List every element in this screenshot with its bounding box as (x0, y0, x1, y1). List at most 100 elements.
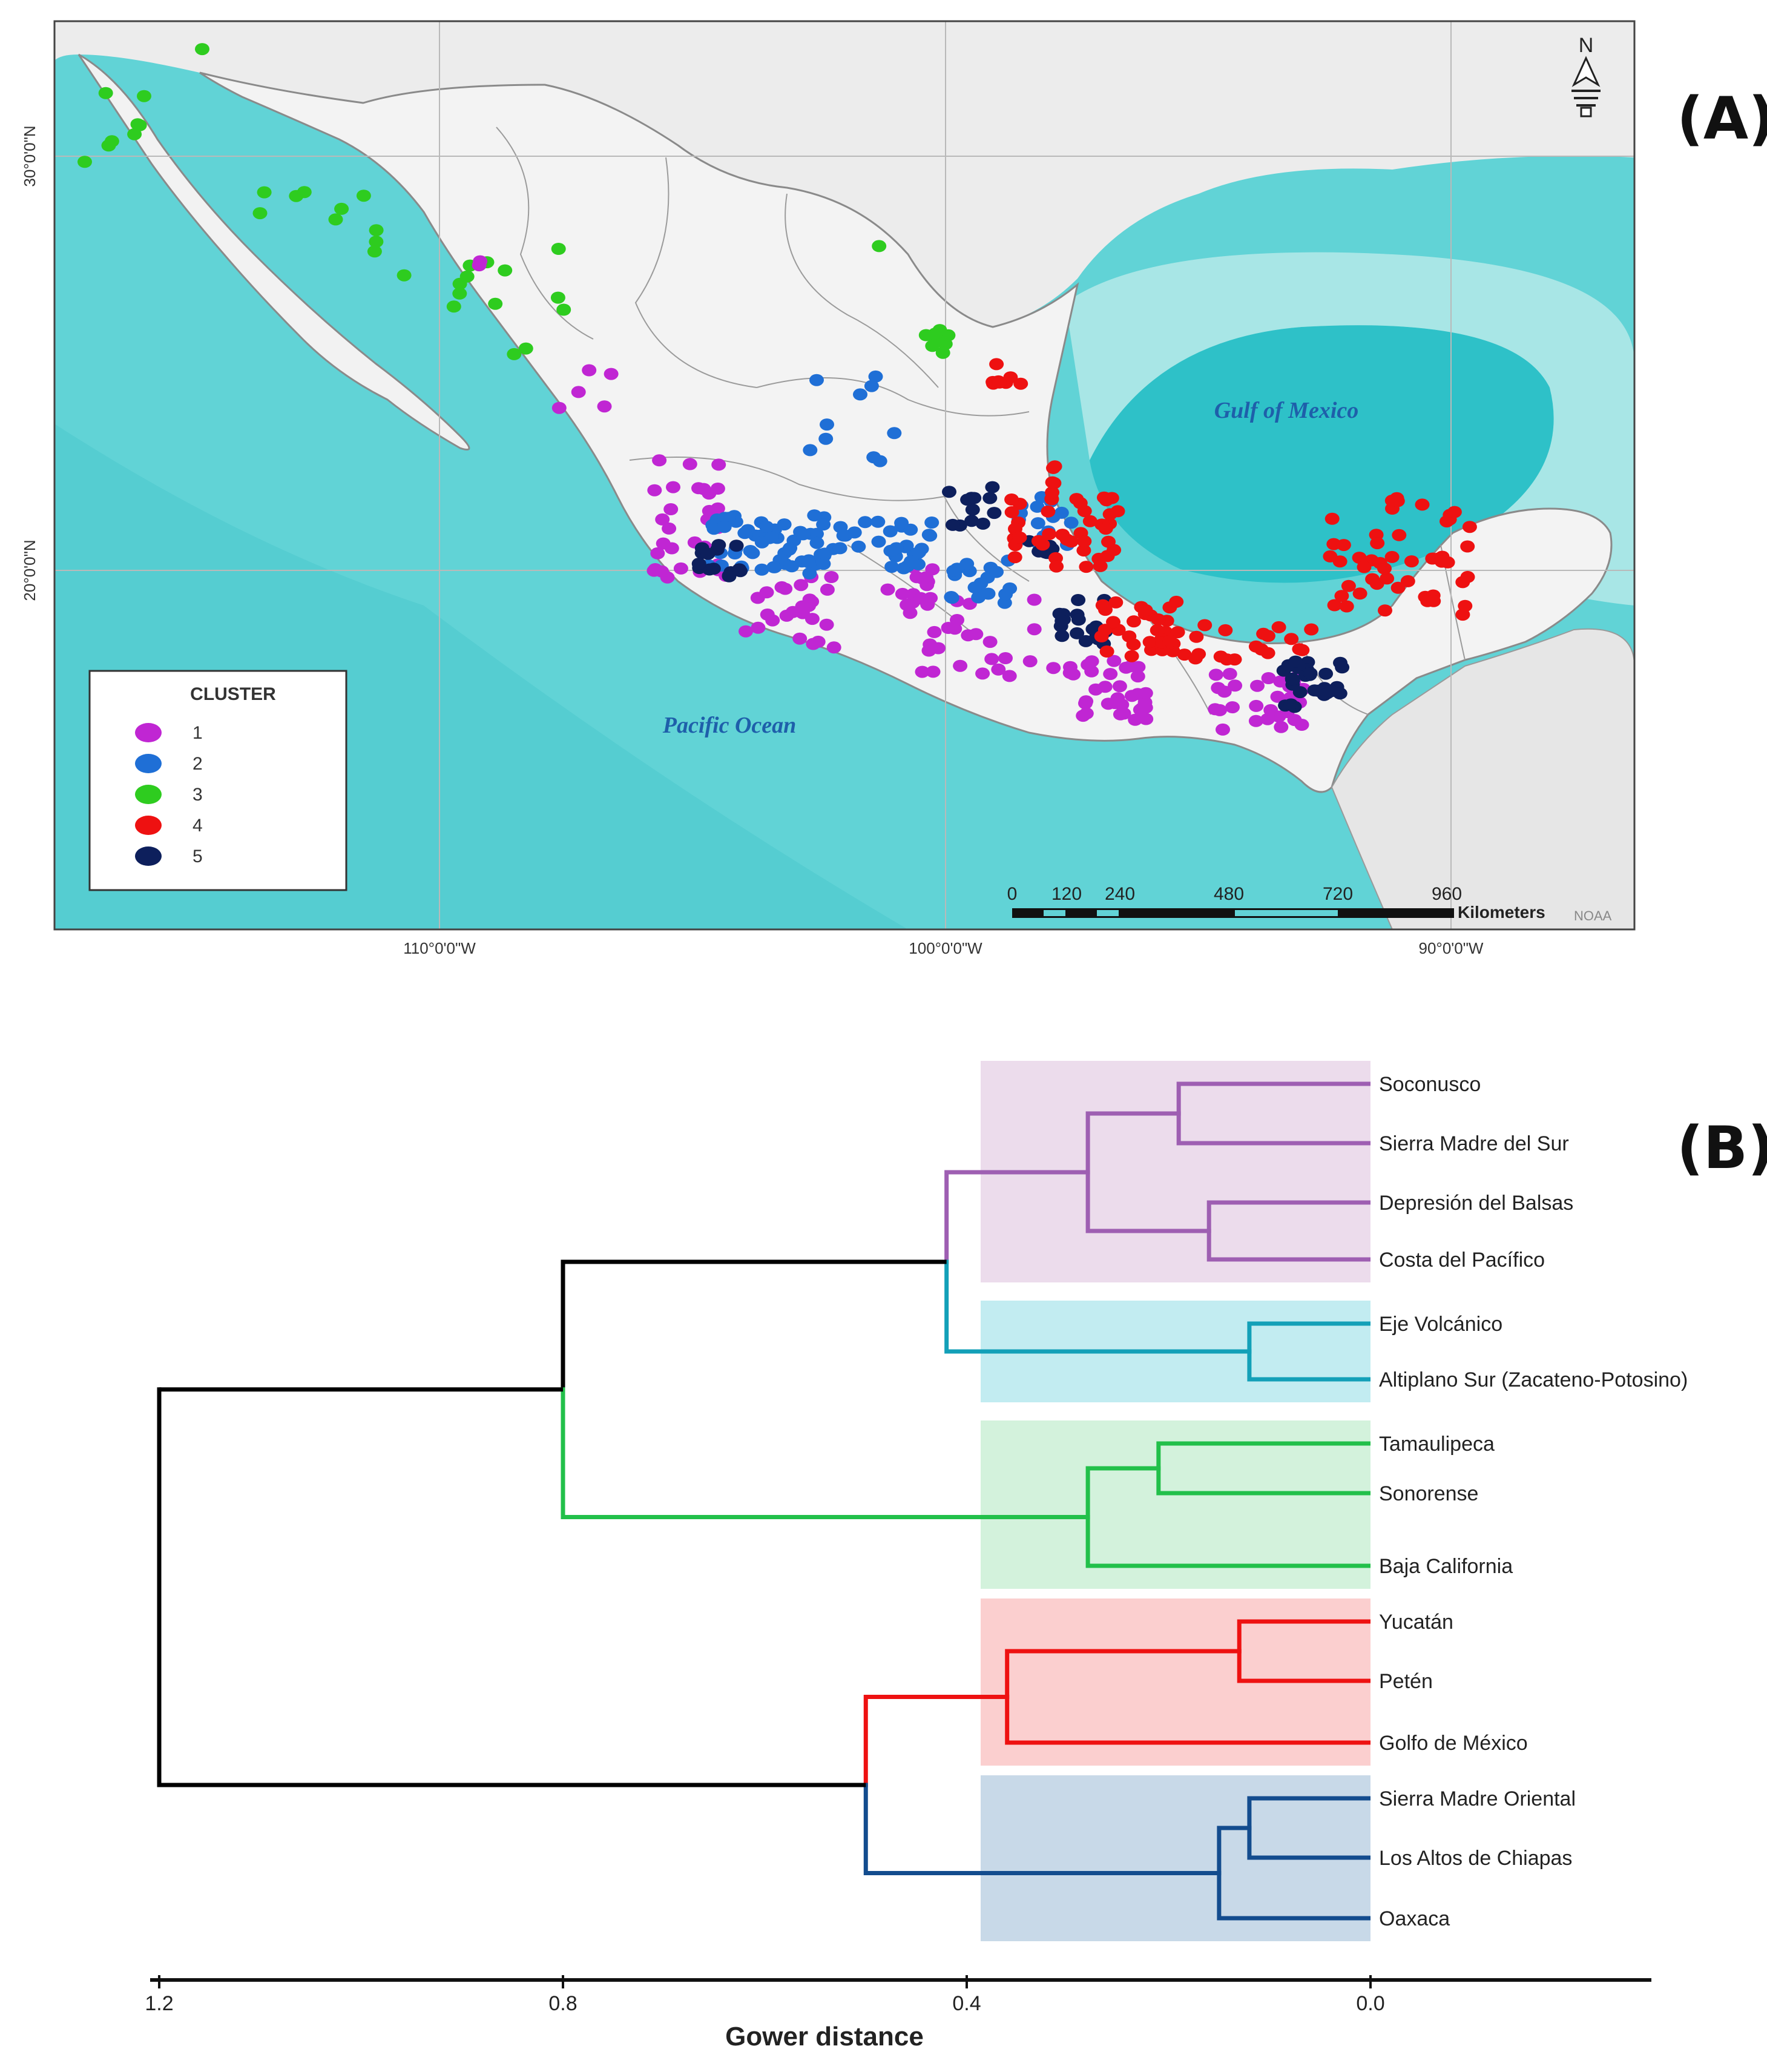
map-point (1295, 644, 1310, 656)
x-tick-label: 0.0 (1356, 1992, 1384, 2015)
map-point (334, 202, 349, 215)
map-point (871, 535, 886, 548)
map-point (809, 527, 824, 540)
map-point (1012, 531, 1027, 544)
map-point (1318, 667, 1334, 680)
map-point (507, 348, 522, 360)
map-point (1082, 515, 1097, 527)
cluster-points (77, 43, 1477, 736)
map-point (1284, 633, 1299, 645)
map-point (820, 583, 835, 596)
map-point (981, 587, 996, 600)
map-point (1415, 498, 1430, 511)
map-point (1064, 516, 1079, 529)
map-point (774, 581, 789, 593)
map-point (809, 536, 824, 549)
map-point (923, 529, 938, 542)
map-point (1097, 681, 1113, 693)
state-borders (496, 127, 1466, 715)
map-point (1030, 517, 1045, 530)
map-point (903, 607, 918, 619)
map-point (473, 255, 488, 268)
map-point (1213, 650, 1228, 663)
map-point (1208, 668, 1223, 681)
map-point (1055, 630, 1070, 642)
map-point (1254, 643, 1269, 656)
map-point (1084, 665, 1099, 678)
map-point (1273, 675, 1288, 688)
map-point (1002, 670, 1017, 682)
map-point (953, 659, 968, 672)
map-point (1249, 699, 1264, 712)
map-point (832, 542, 847, 555)
map-point (887, 427, 902, 440)
map-point (945, 518, 960, 531)
map-point (1030, 500, 1045, 513)
map-point (1027, 623, 1042, 636)
map-frame (53, 20, 1636, 931)
map-point (654, 565, 670, 578)
map-point (818, 432, 834, 445)
map-point (1384, 550, 1400, 563)
usa-land (54, 21, 1634, 327)
map-point (1392, 529, 1407, 541)
map-point (1447, 506, 1462, 518)
map-point (982, 636, 998, 648)
map-point (847, 526, 862, 539)
map-point (662, 522, 677, 535)
map-point (987, 507, 1002, 520)
map-point (1112, 680, 1127, 693)
map-point (1049, 560, 1064, 573)
map-point (964, 515, 979, 527)
map-point (883, 544, 898, 557)
map-point (1102, 508, 1117, 521)
map-point (1055, 615, 1070, 627)
map-point (982, 492, 998, 504)
map-point (550, 291, 565, 304)
map-point (1177, 648, 1192, 661)
map-point (498, 264, 513, 277)
map-point (696, 483, 711, 495)
map-point (1288, 655, 1303, 668)
map-point (1323, 550, 1338, 563)
leaf-label: Sonorense (1379, 1482, 1478, 1505)
panel-label-b: (B) (1677, 1114, 1767, 1182)
map-point (452, 287, 467, 300)
map-point (729, 539, 744, 552)
map-point (700, 547, 716, 560)
map-point (1294, 719, 1309, 731)
mexico-mainland (199, 71, 1613, 793)
map-point (941, 622, 956, 634)
map-point (1077, 535, 1092, 547)
map-point (1027, 593, 1042, 606)
scale-tick-120: 120 (1051, 884, 1082, 904)
map-point (710, 483, 725, 495)
x-tick-label: 0.8 (548, 1992, 577, 2015)
map-point (710, 502, 725, 515)
map-point (1197, 619, 1213, 632)
map-point (960, 493, 975, 506)
map-point (1119, 661, 1134, 674)
map-point (807, 509, 822, 522)
legend-label-4: 4 (192, 816, 203, 836)
gulf-shelf (1065, 252, 1634, 605)
map-point (1142, 636, 1157, 648)
baja-california (77, 53, 470, 450)
map-point (1189, 630, 1204, 643)
legend-swatch-5 (135, 846, 162, 866)
map-point (942, 486, 956, 498)
map-point (682, 458, 697, 470)
map-point (1283, 698, 1298, 711)
map-point (1107, 697, 1122, 710)
map-point (824, 571, 839, 583)
map-point (1455, 609, 1470, 621)
map-point (826, 641, 841, 654)
x-axis-ticks: 1.2 0.8 0.4 0.0 (145, 1975, 1385, 2015)
map-point (104, 135, 119, 148)
map-point (1370, 537, 1385, 550)
map-point (1070, 627, 1085, 639)
map-point (706, 563, 721, 575)
map-point (1138, 604, 1153, 616)
leaf-label: Soconusco (1379, 1073, 1481, 1096)
map-point (739, 625, 753, 638)
